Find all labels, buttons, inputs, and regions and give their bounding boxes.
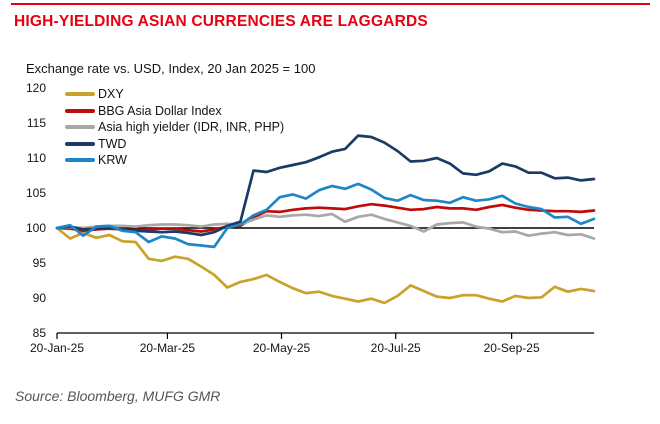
legend-label-asia-high-yielder: Asia high yielder (IDR, INR, PHP) [98,120,285,135]
legend-label-krw: KRW [98,153,127,168]
legend-label-bbg-asia-dollar-index: BBG Asia Dollar Index [98,103,222,118]
chart-legend: DXY BBG Asia Dollar Index Asia high yiel… [65,86,284,169]
chart-subtitle: Exchange rate vs. USD, Index, 20 Jan 202… [26,61,316,76]
y-axis-labels: 120 115 110 105 100 95 90 85 [26,81,46,340]
series-line-twd [55,134,596,237]
y-tick-label: 120 [26,81,46,95]
legend-item-asia-high-yielder: Asia high yielder (IDR, INR, PHP) [65,119,284,136]
y-tick-label: 85 [33,326,47,340]
legend-swatch-asia-high-yielder [65,125,95,130]
x-tick-label: 20-May-25 [253,341,311,355]
top-accent-rule [11,3,650,5]
y-tick-label: 115 [27,116,46,130]
x-tick-label: 20-Sep-25 [484,341,540,355]
x-tick-label: 20-Jan-25 [30,341,84,355]
series-lines [55,134,596,305]
line-chart: 120 115 110 105 100 95 90 85 20-Jan-25 20-Mar-25… [26,81,596,355]
x-axis-labels: 20-Jan-25 20-Mar-25 20-May-25 20-Jul-25 20-S… [30,341,540,355]
x-tick-label: 20-Mar-25 [140,341,196,355]
legend-swatch-bbg-asia-dollar-index [65,108,95,113]
series-line-asia-high-yielder-idr-inr-php [55,212,596,240]
y-tick-label: 90 [33,291,47,305]
y-tick-label: 105 [26,186,46,200]
series-line-bbg-asia-dollar-index [55,202,596,233]
y-tick-label: 95 [33,256,47,270]
x-axis-ticks [56,333,513,339]
y-tick-label: 110 [27,151,46,165]
legend-label-dxy: DXY [98,87,124,102]
legend-swatch-dxy [65,92,95,97]
legend-item-dxy: DXY [65,86,284,103]
legend-swatch-twd [65,141,95,146]
series-line-krw [55,182,596,249]
x-tick-label: 20-Jul-25 [371,341,421,355]
page-title: HIGH-YIELDING ASIAN CURRENCIES ARE LAGGA… [14,13,428,30]
legend-item-krw: KRW [65,152,284,169]
series-line-dxy [55,226,596,305]
source-note: Source: Bloomberg, MUFG GMR [15,388,221,404]
y-tick-label: 100 [26,221,46,235]
legend-item-twd: TWD [65,136,284,153]
legend-swatch-krw [65,158,95,163]
legend-item-bbg-asia-dollar-index: BBG Asia Dollar Index [65,103,284,120]
legend-label-twd: TWD [98,136,127,151]
